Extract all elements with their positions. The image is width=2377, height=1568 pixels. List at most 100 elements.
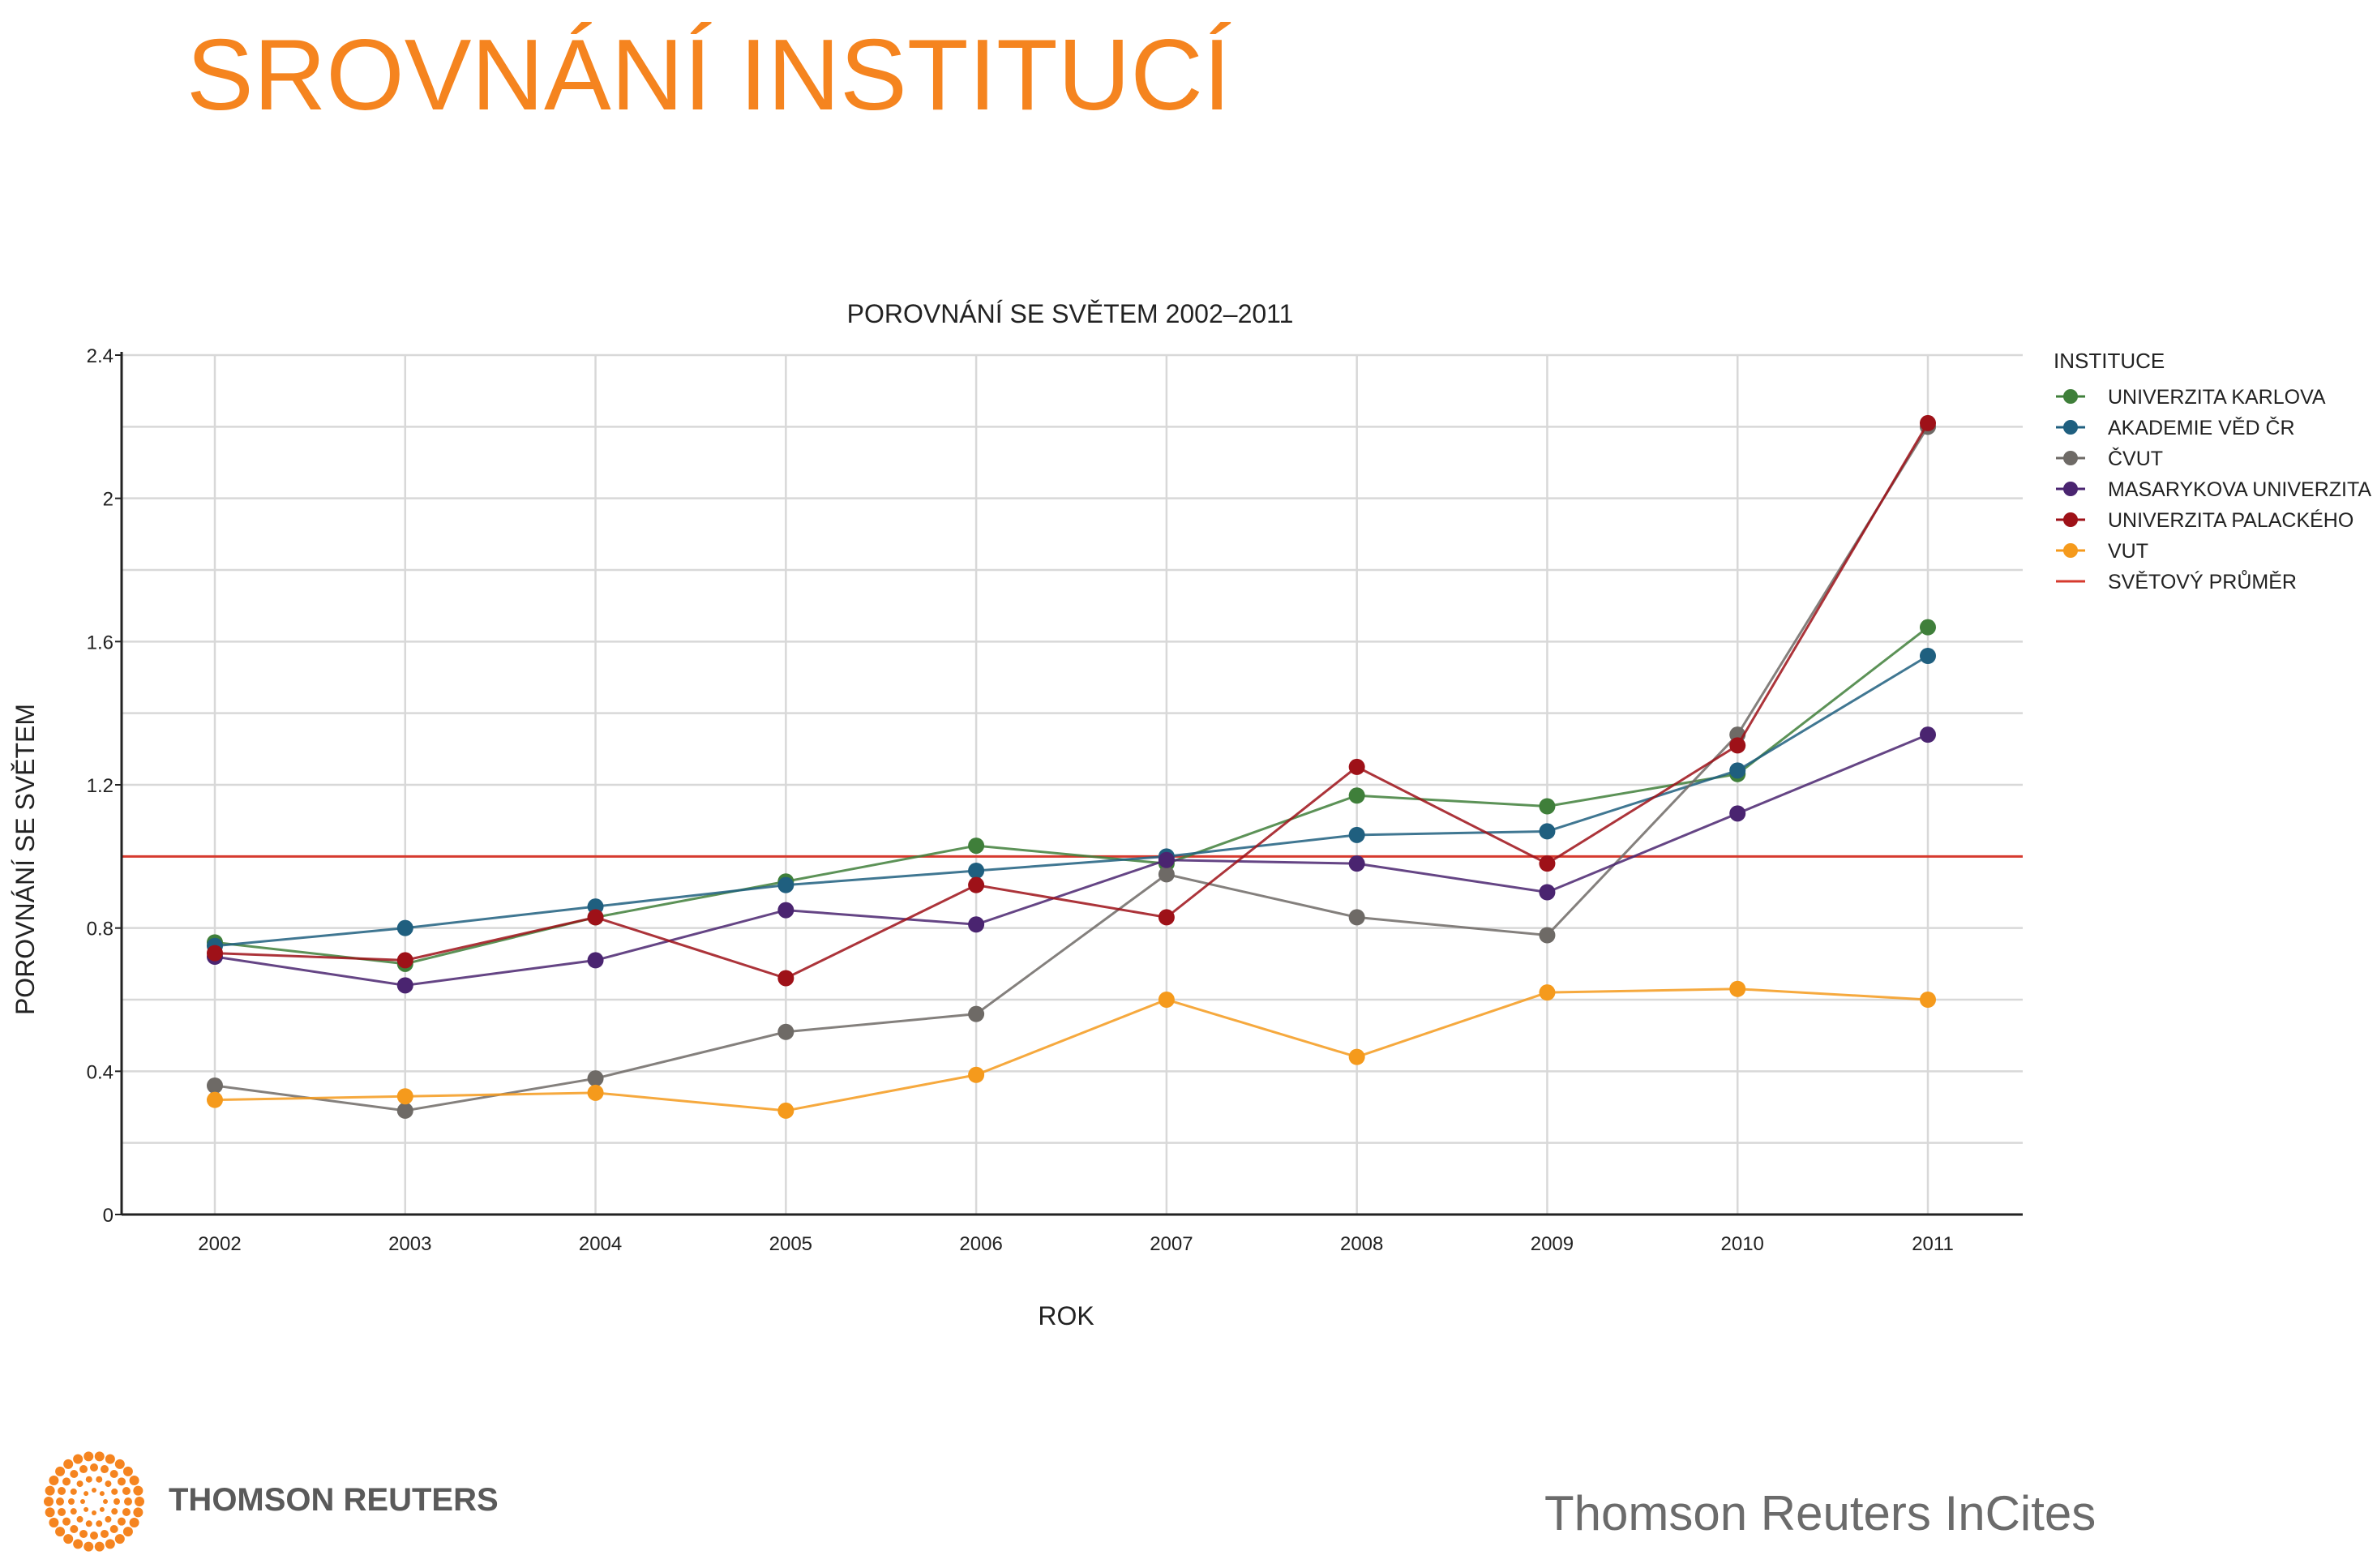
x-tick-label: 2004 [579, 1233, 622, 1255]
data-point [777, 902, 794, 919]
data-point [1158, 909, 1175, 926]
legend-label: UNIVERZITA PALACKÉHO [2108, 508, 2353, 532]
legend-label: MASARYKOVA UNIVERZITA [2108, 478, 2371, 501]
data-point [1920, 992, 1936, 1008]
data-point [1158, 851, 1175, 868]
data-point [968, 863, 985, 879]
data-point [1348, 758, 1365, 775]
data-point [968, 838, 985, 855]
data-point [777, 970, 794, 987]
x-tick-label: 2003 [388, 1233, 431, 1255]
legend-label: ČVUT [2108, 447, 2163, 470]
data-point [777, 876, 794, 893]
data-point [1539, 855, 1556, 872]
x-tick-label: 2007 [1150, 1233, 1193, 1255]
data-point [396, 977, 413, 994]
legend-item: MASARYKOVA UNIVERZITA [2056, 478, 2371, 501]
legend-item: VUT [2056, 540, 2148, 563]
legend-swatch-marker [2063, 482, 2078, 496]
data-point [1729, 737, 1746, 754]
chart-title: POROVNÁNÍ SE SVĚTEM 2002–2011 [847, 299, 1294, 328]
series-1 [207, 648, 1936, 954]
data-point [1348, 1048, 1365, 1065]
data-point [1729, 762, 1746, 779]
data-point [968, 876, 985, 893]
series-line [214, 733, 1929, 987]
legend-label: AKADEMIE VĚD ČR [2108, 416, 2295, 439]
y-tick-label: 0 [103, 1205, 113, 1227]
data-point [1539, 984, 1556, 1001]
y-tick-label: 1.6 [87, 632, 113, 653]
legend-swatch-marker [2063, 389, 2078, 404]
y-tick-label: 1.2 [87, 775, 113, 797]
series-line [214, 426, 1929, 1112]
x-tick-label: 2006 [959, 1233, 1002, 1255]
series-5 [207, 980, 1936, 1119]
y-tick-labels: 0 0.4 0.8 1.2 1.6 2 2.4 [87, 345, 122, 1227]
y-axis-label: POROVNÁNÍ SE SVĚTEM [11, 704, 40, 1015]
data-point [587, 1084, 604, 1101]
chart-grid [122, 353, 2023, 1215]
data-point [1348, 855, 1365, 872]
y-tick-label: 0.4 [87, 1061, 113, 1083]
legend-item: ČVUT [2056, 447, 2163, 470]
slide-title: SROVNÁNÍ INSTITUCÍ [186, 19, 1231, 131]
legend-swatch-marker [2063, 512, 2078, 527]
data-point [1920, 726, 1936, 743]
series-line [214, 987, 1929, 1112]
data-point [777, 1102, 794, 1119]
series-0 [207, 619, 1936, 972]
legend-title: INSTITUCE [2054, 349, 2165, 373]
data-point [1920, 619, 1936, 636]
data-point [1729, 805, 1746, 822]
y-tick-label: 2 [103, 489, 113, 511]
data-point [968, 916, 985, 933]
series-line [214, 626, 1929, 966]
data-point [968, 1066, 985, 1083]
data-point [396, 1102, 413, 1119]
series-3 [207, 726, 1936, 994]
data-point [1158, 866, 1175, 883]
data-point [1348, 787, 1365, 804]
data-point [1348, 909, 1365, 926]
y-tick-label: 0.8 [87, 919, 113, 940]
data-point [1158, 992, 1175, 1008]
data-point [207, 1091, 223, 1108]
data-point [396, 1088, 413, 1105]
data-point [396, 919, 413, 936]
legend-item: AKADEMIE VĚD ČR [2056, 416, 2295, 439]
data-point [207, 945, 223, 962]
legend-swatch-marker [2063, 451, 2078, 465]
data-point [777, 1023, 794, 1040]
data-point [396, 952, 413, 969]
legend-swatch-marker [2063, 420, 2078, 435]
x-tick-label: 2002 [198, 1233, 241, 1255]
chart-legend: INSTITUCE UNIVERZITA KARLOVA AKADEMIE VĚD… [2054, 349, 2371, 593]
x-tick-label: 2010 [1721, 1233, 1764, 1255]
data-point [587, 1070, 604, 1087]
legend-item: SVĚTOVÝ PRŮMĚR [2056, 568, 2297, 593]
legend-swatch-marker [2063, 543, 2078, 558]
legend-item: UNIVERZITA PALACKÉHO [2056, 508, 2353, 532]
data-point [1539, 798, 1556, 815]
legend-label: VUT [2108, 540, 2148, 563]
data-point [1539, 927, 1556, 944]
data-point [1920, 648, 1936, 664]
y-tick-label: 2.4 [87, 345, 113, 367]
data-point [587, 952, 604, 969]
footer-product-name: Thomson Reuters InCites [1544, 1486, 2096, 1540]
data-point [1539, 884, 1556, 901]
legend-label: SVĚTOVÝ PRŮMĚR [2108, 568, 2297, 593]
x-tick-label: 2011 [1912, 1233, 1954, 1255]
legend-item: UNIVERZITA KARLOVA [2056, 386, 2326, 409]
x-tick-labels: 2002 2003 2004 2005 2006 2007 2008 2009 2010 2011 [198, 1233, 1954, 1255]
data-point [587, 909, 604, 926]
series-4 [207, 414, 1936, 987]
x-tick-label: 2008 [1340, 1233, 1383, 1255]
x-axis-label: ROK [1038, 1301, 1094, 1330]
thomson-reuters-dot-sphere-icon [44, 1451, 144, 1552]
x-tick-label: 2005 [769, 1233, 812, 1255]
series-group [207, 414, 1936, 1119]
data-point [1920, 414, 1936, 431]
